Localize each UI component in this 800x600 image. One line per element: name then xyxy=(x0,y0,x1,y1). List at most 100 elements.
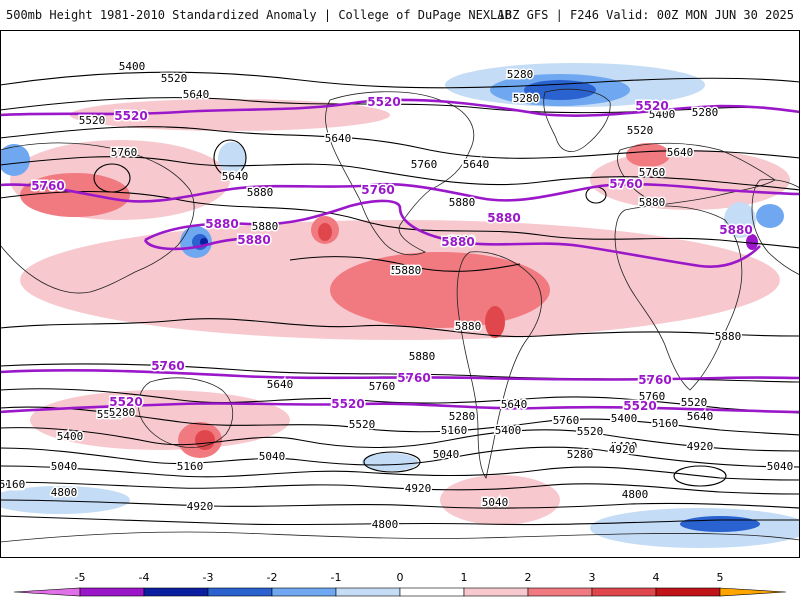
contour-label: 5280 xyxy=(109,406,136,419)
legend-swatch xyxy=(271,587,337,597)
contour-label: 5280 xyxy=(513,92,540,105)
highlight-5760-north xyxy=(0,182,800,203)
legend-tick-label: 3 xyxy=(589,571,596,584)
highlight-contours xyxy=(0,98,800,414)
legend-tick-label: 2 xyxy=(525,571,532,584)
contour-label: 5880 xyxy=(639,196,666,209)
contour-label: 5040 xyxy=(433,448,460,461)
coastline-antarctica xyxy=(0,531,800,543)
legend-arrow-high xyxy=(719,587,787,597)
highlight-contour-label: 5880 xyxy=(441,235,474,249)
contour-label: 5400 xyxy=(119,60,146,73)
anomaly-pos2-pacific-north xyxy=(20,173,130,217)
highlight-contour-label: 5760 xyxy=(361,183,394,197)
highlight-contour-label: 5760 xyxy=(151,359,184,373)
anomaly-neg1-antarctic-west xyxy=(0,486,130,514)
contour-label: 5520 xyxy=(349,418,376,431)
contour-label: 5880 xyxy=(455,320,482,333)
contour-label: 5160 xyxy=(177,460,204,473)
contour-label: 5280 xyxy=(507,68,534,81)
highlight-contour-label: 5520 xyxy=(331,397,364,411)
contour-label: 5640 xyxy=(222,170,249,183)
legend-swatch xyxy=(591,587,657,597)
contour-label: 5400 xyxy=(649,108,676,121)
coastline-europe xyxy=(617,142,776,206)
highlight-5880-loop xyxy=(143,234,271,251)
anomaly-map: 5400 5520 5640 5520 5760 5640 5640 5880 5880 5760… xyxy=(0,30,800,558)
contour-4800-south xyxy=(0,515,800,526)
contour-5520-north xyxy=(0,97,800,114)
contour-label: 5880 xyxy=(252,220,279,233)
contour-label: 4920 xyxy=(687,440,714,453)
legend-tick-label: -3 xyxy=(203,571,214,584)
legend-tick-label: 4 xyxy=(653,571,660,584)
contour-label: 5640 xyxy=(501,398,528,411)
legend-tick-label: -4 xyxy=(139,571,150,584)
contour-label: 5280 xyxy=(692,106,719,119)
legend-swatch xyxy=(79,587,145,597)
contour-label: 5760 xyxy=(553,414,580,427)
anomaly-pos2-south-america xyxy=(330,252,550,328)
run-info: 18Z GFS | F246 Valid: 00Z MON JUN 30 202… xyxy=(497,8,794,22)
contour-5520-south xyxy=(0,406,800,436)
contour-label: 5280 xyxy=(567,448,594,461)
contour-label: 5640 xyxy=(667,146,694,159)
anomaly-fills xyxy=(0,63,800,548)
contour-label: 5640 xyxy=(267,378,294,391)
contour-label: 5160 xyxy=(441,424,468,437)
legend-swatch xyxy=(655,587,721,597)
contour-label: 5880 xyxy=(395,264,422,277)
contour-label: 5760 xyxy=(369,380,396,393)
legend-swatch xyxy=(335,587,401,597)
header: 500mb Height 1981-2010 Standardized Anom… xyxy=(0,0,800,30)
highlight-contour-label: 5520 xyxy=(114,109,147,123)
contour-5400-south xyxy=(0,427,800,452)
anomaly-pos3-south xyxy=(195,430,215,450)
highlight-contour-label: 5520 xyxy=(367,95,400,109)
anomaly-neg2-east xyxy=(756,204,784,228)
contour-label: 4920 xyxy=(405,482,432,495)
highlight-contour-label: 5760 xyxy=(397,371,430,385)
highlight-contour-label: 5880 xyxy=(205,217,238,231)
contour-5640-north xyxy=(0,126,800,159)
contour-label: 4920 xyxy=(609,443,636,456)
highlight-contour-label: 5520 xyxy=(623,399,656,413)
contour-label: 5040 xyxy=(767,460,794,473)
contour-label: 5160 xyxy=(652,417,679,430)
legend-swatch xyxy=(463,587,529,597)
contour-label: 5880 xyxy=(715,330,742,343)
legend-tick-label: 0 xyxy=(397,571,404,584)
contour-label: 5760 xyxy=(639,390,666,403)
highlight-contour-label: 5760 xyxy=(638,373,671,387)
coastline-asia-east xyxy=(751,179,800,276)
contour-label: 5880 xyxy=(391,264,418,277)
anomaly-neg1-south-atlantic xyxy=(362,453,418,471)
legend-swatch xyxy=(207,587,273,597)
legend-swatch xyxy=(143,587,209,597)
contour-low-pacific-2 xyxy=(213,139,247,177)
highlight-5880-north xyxy=(144,199,761,268)
anomaly-pos2-europe xyxy=(626,143,670,167)
contour-low-pacific xyxy=(93,163,131,193)
highlight-contour-label: 5760 xyxy=(609,177,642,191)
legend-swatch xyxy=(527,587,593,597)
contour-5880-south xyxy=(0,318,800,338)
contour-label: 5400 xyxy=(495,424,522,437)
highlight-5520-south xyxy=(0,402,800,414)
contour-5760-north xyxy=(0,156,800,191)
contour-label: 5640 xyxy=(183,88,210,101)
contour-label: 5040 xyxy=(259,450,286,463)
coastline-asia xyxy=(0,142,195,294)
contour-labels: 5400552056405520576056405640588058805760… xyxy=(0,59,795,533)
contour-low-south xyxy=(363,451,421,473)
anomaly-neg3-antarctic xyxy=(680,516,760,532)
contour-label: 5880 xyxy=(409,350,436,363)
coastline-australia xyxy=(138,377,234,448)
legend-tick-label: 5 xyxy=(717,571,724,584)
highlight-contour-label: 5520 xyxy=(109,395,142,409)
contour-label: 5040 xyxy=(51,460,78,473)
contour-label: 5280 xyxy=(449,410,476,423)
highlight-contour-label: 5520 xyxy=(635,99,668,113)
contour-5160-south xyxy=(0,465,800,481)
